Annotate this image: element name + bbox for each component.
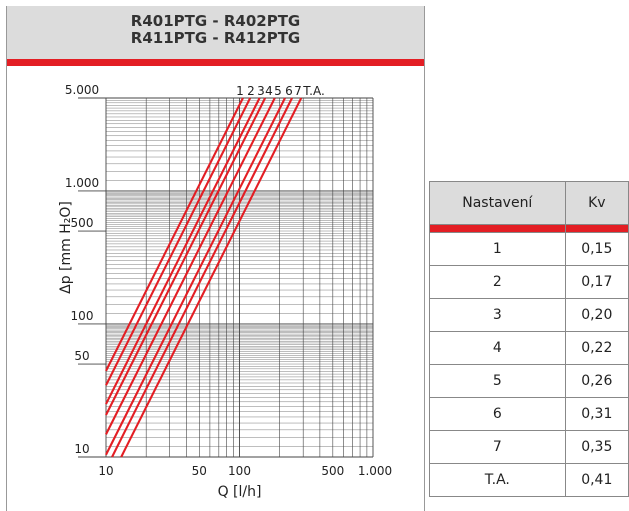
series-label: T.A. [302, 84, 325, 98]
kv-cell: 0,22 [564, 331, 629, 365]
table-row: 6 0,31 [429, 397, 629, 431]
setting-cell: 1 [429, 232, 566, 266]
y-tick-label: 1.000 [65, 176, 99, 190]
series-line-7 [111, 97, 293, 458]
header-red-bar [7, 59, 424, 66]
x-tick-label: 50 [192, 464, 207, 478]
setting-cell: 4 [429, 331, 566, 365]
table-row: 4 0,22 [429, 331, 629, 365]
y-tick-label: 5.000 [65, 83, 99, 97]
y-tick-label: 50 [74, 349, 89, 363]
series-line-ta [120, 97, 303, 458]
series-line-5 [105, 97, 276, 435]
x-tick-label: 100 [228, 464, 251, 478]
series-line-4 [105, 97, 267, 416]
setting-cell: T.A. [429, 463, 566, 497]
series-line-6 [105, 97, 286, 456]
model-title-line-1: R401PTG - R402PTG [130, 12, 301, 30]
kv-cell: 0,20 [564, 298, 629, 332]
model-title-line-2: R411PTG - R412PTG [130, 29, 301, 47]
table-row: T.A. 0,41 [429, 463, 629, 497]
x-tick-label: 10 [98, 464, 113, 478]
kv-cell: 0,15 [564, 232, 629, 266]
y-tick-label: 10 [74, 442, 89, 456]
chart-panel: R401PTG - R402PTG R411PTG - R412PTG [6, 6, 425, 511]
series-label: 3 [257, 84, 265, 98]
series-line-2 [105, 97, 252, 386]
series-label: 2 [247, 84, 255, 98]
table-row: 1 0,15 [429, 232, 629, 266]
table-header-kv: Kv [564, 181, 629, 225]
x-tick-label: 1.000 [358, 464, 392, 478]
setting-cell: 3 [429, 298, 566, 332]
table-row: 2 0,17 [429, 265, 629, 299]
series-label: 5 [274, 84, 282, 98]
y-tick-label: 500 [71, 216, 94, 230]
y-axis-title: Δp [mm H₂O] [58, 201, 74, 294]
setting-cell: 6 [429, 397, 566, 431]
table-row: 3 0,20 [429, 298, 629, 332]
kv-cell: 0,31 [564, 397, 629, 431]
table-red-bar [429, 224, 629, 233]
x-axis-title: Q [l/h] [218, 484, 262, 500]
panel-header: R401PTG - R402PTG R411PTG - R412PTG [7, 6, 424, 59]
kv-cell: 0,41 [564, 463, 629, 497]
series-label: 7 [294, 84, 302, 98]
setting-cell: 5 [429, 364, 566, 398]
series-label: 4 [265, 84, 273, 98]
kv-table: Nastavení Kv 1 0,15 2 0,17 3 0,20 4 0,22 5 0,… [429, 181, 629, 497]
setting-cell: 7 [429, 430, 566, 464]
pressure-flow-chart: 1 2 3 4 5 6 7 T.A. 10 50 100 500 1.000 5.000 10 50 100 50… [58, 83, 392, 500]
series-label: 1 [236, 84, 244, 98]
setting-cell: 2 [429, 265, 566, 299]
table-row: 5 0,26 [429, 364, 629, 398]
table-header-setting: Nastavení [429, 181, 566, 225]
table-row: 7 0,35 [429, 430, 629, 464]
kv-cell: 0,35 [564, 430, 629, 464]
series-label: 6 [285, 84, 293, 98]
series-line-3 [105, 97, 261, 405]
y-tick-label: 100 [71, 309, 94, 323]
kv-cell: 0,26 [564, 364, 629, 398]
x-tick-label: 500 [321, 464, 344, 478]
kv-cell: 0,17 [564, 265, 629, 299]
series-line-1 [105, 97, 244, 372]
